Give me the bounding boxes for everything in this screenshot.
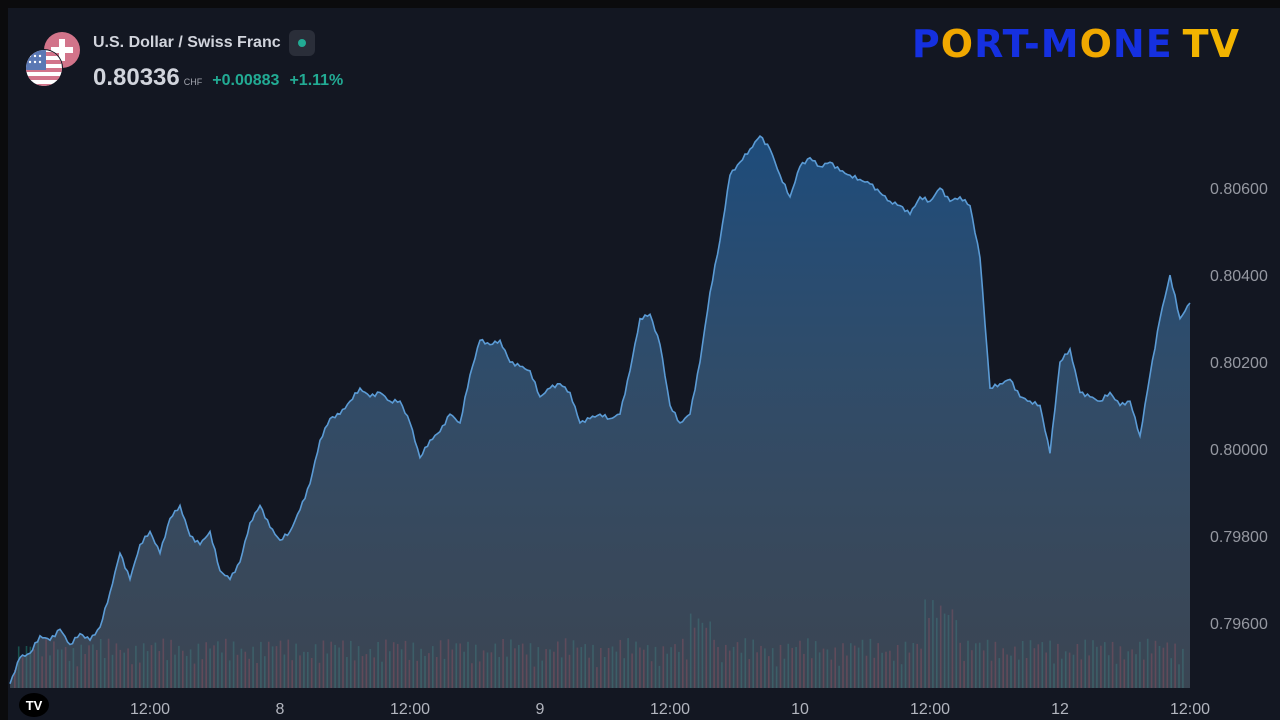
- x-axis[interactable]: 12:00 8 12:00 9 12:00 10 12:00 12 12:00: [130, 701, 1210, 718]
- y-tick-label: 0.80600: [1210, 181, 1268, 198]
- x-tick-label: 12: [1051, 701, 1069, 718]
- symbol-title[interactable]: U.S. Dollar / Swiss Franc: [93, 34, 281, 51]
- x-tick-label: 9: [536, 701, 545, 718]
- tradingview-logo-icon[interactable]: TV: [19, 693, 49, 717]
- price-change-percent: +1.11%: [289, 72, 344, 89]
- us-flag-icon: [25, 49, 63, 87]
- market-status-badge[interactable]: [288, 30, 315, 56]
- y-tick-label: 0.80000: [1210, 442, 1268, 459]
- port-mone-tv-logo: PORT-MONE TV: [911, 22, 1240, 66]
- price-line: [9, 135, 1191, 684]
- x-tick-label: 12:00: [130, 701, 170, 718]
- price-currency: CHF: [183, 77, 203, 87]
- x-tick-label: 12:00: [650, 701, 690, 718]
- x-tick-label: 10: [791, 701, 809, 718]
- price-change: +0.00883: [212, 72, 280, 89]
- price-area: [10, 136, 1190, 689]
- x-tick-label: 12:00: [390, 701, 430, 718]
- currency-pair-flags: [24, 30, 84, 90]
- y-tick-label: 0.79800: [1210, 529, 1268, 546]
- y-tick-label: 0.80200: [1210, 355, 1268, 372]
- x-tick-label: 8: [276, 701, 285, 718]
- y-tick-label: 0.80400: [1210, 268, 1268, 285]
- x-tick-label: 12:00: [1170, 701, 1210, 718]
- price-row: 0.80336 CHF +0.00883 +1.11%: [93, 64, 343, 92]
- market-open-icon: [297, 39, 306, 47]
- y-tick-label: 0.79600: [1210, 616, 1268, 633]
- y-axis[interactable]: 0.80600 0.80400 0.80200 0.80000 0.79800 0.796…: [1210, 181, 1268, 633]
- last-price: 0.80336: [93, 64, 180, 91]
- x-tick-label: 12:00: [910, 701, 950, 718]
